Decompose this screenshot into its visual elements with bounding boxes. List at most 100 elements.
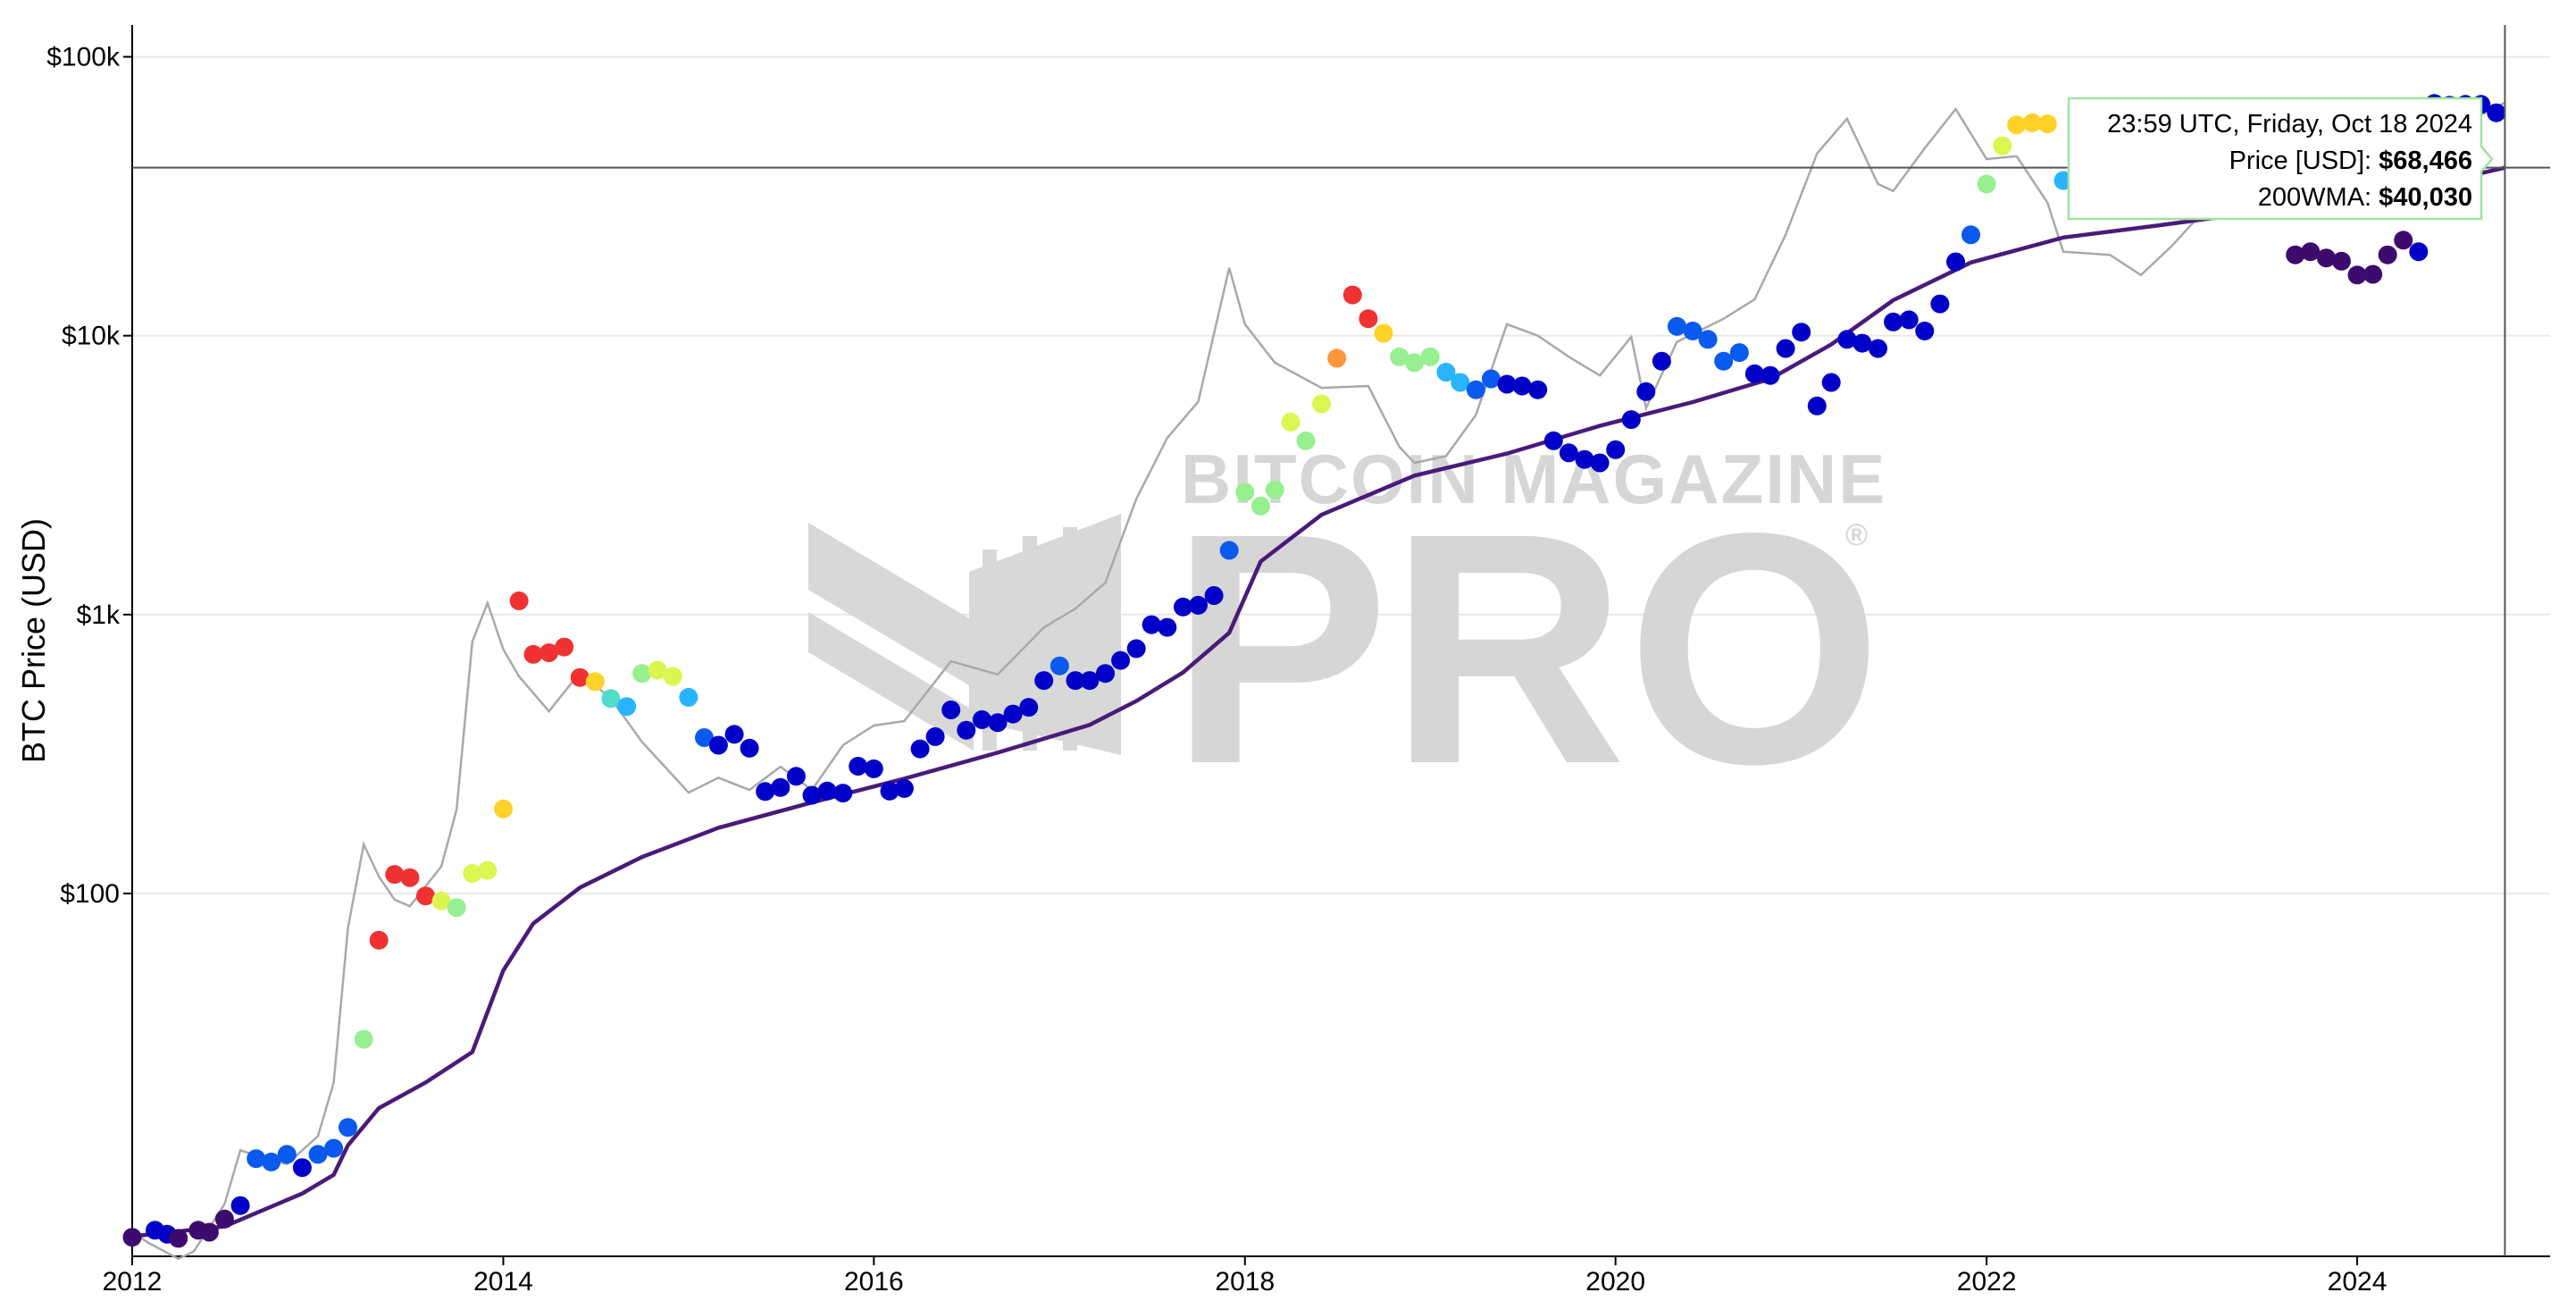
price-dot	[1265, 480, 1284, 499]
price-dot	[972, 709, 991, 729]
watermark-line2: PRO	[1170, 465, 1882, 832]
price-dot	[1296, 431, 1316, 450]
price-dot	[354, 1029, 373, 1049]
price-dot	[679, 687, 698, 707]
price-dot	[1714, 351, 1734, 371]
price-dot	[1481, 369, 1501, 389]
price-dot	[585, 672, 605, 692]
price-dot	[509, 591, 529, 610]
price-dot	[262, 1152, 281, 1171]
price-dot	[1034, 671, 1054, 691]
price-dot	[1977, 174, 1996, 194]
price-dot	[864, 759, 883, 778]
price-dot	[740, 738, 759, 758]
price-dot	[2286, 245, 2305, 264]
price-dot	[463, 864, 482, 883]
price-dot	[1111, 650, 1131, 670]
price-dot	[1342, 285, 1362, 305]
btc-price-line	[131, 98, 2505, 1261]
price-dot	[756, 782, 775, 802]
y-axis-ticks: $100 $1k $10k $100k	[46, 43, 132, 909]
price-dot	[1142, 615, 1161, 634]
price-dot	[1003, 704, 1023, 724]
price-dot	[648, 660, 667, 680]
price-dot	[1807, 396, 1827, 415]
price-dot	[1993, 136, 2012, 155]
price-dot	[1312, 394, 1332, 414]
price-dot	[2394, 231, 2413, 250]
price-dot	[817, 781, 837, 801]
price-dot	[1096, 664, 1115, 684]
price-dot	[447, 898, 466, 918]
price-dot	[539, 643, 559, 662]
price-dot	[1050, 656, 1069, 676]
price-dot	[1915, 321, 1935, 340]
price-dot	[1636, 382, 1656, 401]
price-dot	[1390, 347, 1409, 366]
tooltip-wma-value: $40,030	[2379, 183, 2472, 212]
price-dot	[1683, 321, 1702, 340]
price-dot	[555, 637, 574, 657]
price-dot	[1575, 449, 1594, 469]
price-dot	[1884, 312, 1903, 332]
price-dot	[1512, 376, 1532, 396]
price-dot	[1204, 586, 1224, 605]
price-dot	[1436, 363, 1456, 382]
price-dot	[1761, 365, 1780, 385]
price-dot	[122, 1228, 142, 1247]
price-dot	[247, 1149, 266, 1169]
tooltip-price-row: Price [USD]: $68,466	[2229, 147, 2472, 175]
watermark-registered-mark: ®	[1845, 518, 1868, 552]
price-dot	[1792, 323, 1811, 342]
price-dot	[988, 713, 1008, 733]
price-dot	[771, 777, 790, 797]
y-tick-label: $10k	[62, 322, 121, 351]
price-dot	[1497, 374, 1517, 394]
price-dot	[277, 1145, 297, 1164]
price-dot	[833, 784, 853, 803]
price-dot	[1652, 351, 1671, 371]
price-dot	[849, 757, 868, 776]
price-dot	[1837, 330, 1857, 349]
heatmap-dots	[122, 94, 2506, 1248]
bitcoin-magazine-pro-watermark: BITCOIN MAGAZINE PRO ®	[808, 440, 1885, 832]
price-dot	[570, 667, 590, 687]
price-dot	[2316, 248, 2336, 268]
price-dot	[1281, 412, 1301, 432]
price-dot	[1869, 339, 1887, 358]
y-axis-title: BTC Price (USD)	[15, 518, 52, 763]
price-dot	[1946, 252, 1965, 272]
price-dot	[523, 644, 543, 664]
price-dot	[1235, 483, 1255, 502]
price-dot	[1374, 323, 1393, 343]
price-dot	[880, 781, 899, 801]
x-tick-label: 2024	[2328, 1267, 2388, 1297]
y-tick-label: $100k	[46, 43, 121, 72]
price-dot	[2487, 103, 2506, 122]
price-dot	[308, 1145, 328, 1164]
price-dot	[2301, 242, 2321, 262]
price-dot	[494, 799, 513, 818]
price-dot	[1019, 698, 1039, 718]
price-dot	[2378, 245, 2397, 264]
y-tick-label: $100	[60, 879, 120, 909]
price-dot	[369, 930, 389, 950]
price-dot	[1606, 440, 1626, 459]
price-dot	[601, 689, 621, 709]
price-dot	[214, 1209, 234, 1229]
price-dot	[385, 865, 405, 885]
price-dot	[941, 701, 961, 719]
price-dot	[695, 728, 714, 747]
price-dot	[2007, 115, 2027, 135]
tooltip-date: 23:59 UTC, Friday, Oct 18 2024	[2107, 110, 2472, 138]
price-dot	[1729, 343, 1749, 363]
price-dot	[1821, 373, 1841, 392]
price-dot	[802, 785, 822, 805]
x-tick-label: 2018	[1215, 1267, 1275, 1297]
gridlines	[132, 55, 2550, 894]
price-dot	[1930, 294, 1950, 314]
price-dot	[1080, 671, 1100, 691]
price-dot	[1451, 373, 1470, 392]
watermark-logo-icon	[808, 514, 1121, 755]
